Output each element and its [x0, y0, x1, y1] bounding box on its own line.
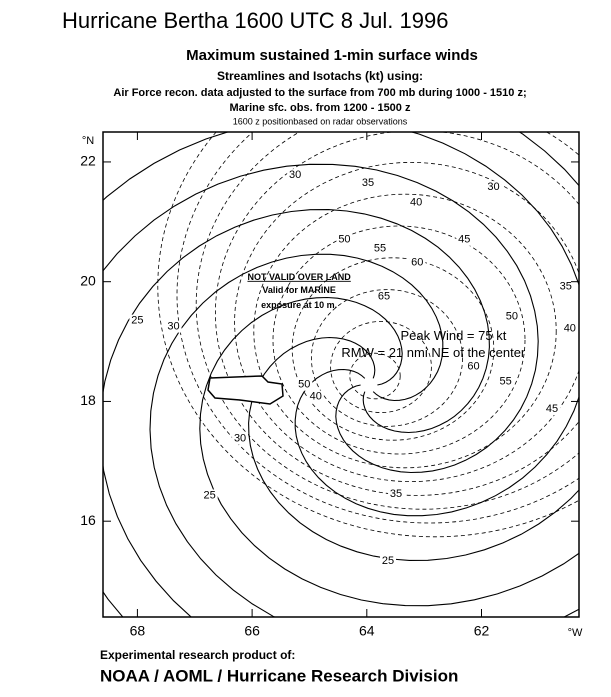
isotach-label: 30 — [234, 432, 246, 444]
x-tick-label: 64 — [359, 623, 375, 639]
isotach-label: 25 — [382, 555, 394, 567]
label-bg — [307, 390, 324, 403]
isotach-label: 40 — [410, 197, 422, 209]
label-bg — [497, 375, 514, 388]
isotach-label: 25 — [204, 489, 216, 501]
streamline — [248, 132, 579, 561]
isotach-label: 40 — [310, 391, 322, 403]
isotach-label: 55 — [499, 376, 511, 388]
isotach-label: 40 — [564, 322, 576, 334]
isotach — [234, 162, 579, 482]
island — [207, 375, 284, 405]
label-bg — [129, 314, 146, 327]
isotach — [195, 132, 579, 510]
label-bg — [380, 555, 397, 568]
x-tick-label: 62 — [474, 623, 490, 639]
annotation: RMW = 21 nmi NE of the center — [341, 345, 526, 360]
label-bg — [371, 242, 388, 255]
y-tick-label: 16 — [80, 512, 96, 528]
isotach-label: 50 — [298, 379, 310, 391]
info-line: Streamlines and Isotachs (kt) using: — [217, 69, 423, 83]
subtitle: Maximum sustained 1-min surface winds — [186, 47, 478, 64]
label-bg — [561, 322, 578, 335]
isotach — [253, 193, 557, 469]
footer-note: Experimental research product of: — [100, 648, 295, 662]
streamline — [103, 163, 539, 617]
isotach-label: 30 — [167, 321, 179, 333]
label-bg — [359, 176, 376, 189]
label-bg — [232, 432, 249, 445]
label-bg — [287, 169, 304, 182]
isotach — [291, 257, 495, 441]
map-frame — [102, 131, 580, 618]
isotach — [176, 132, 579, 524]
streamline — [103, 209, 490, 617]
isotach — [157, 132, 579, 538]
title: Hurricane Bertha 1600 UTC 8 Jul. 1996 — [62, 8, 448, 33]
x-tick-label: 68 — [130, 623, 146, 639]
label-bg — [557, 280, 574, 293]
annotation: Valid for MARINE — [262, 285, 336, 295]
label-bg — [465, 360, 482, 373]
label-bg — [544, 403, 561, 416]
isotach-label: 25 — [131, 315, 143, 327]
lon-unit: °W — [568, 627, 583, 639]
isotach-label: 45 — [546, 403, 558, 415]
isotach — [349, 352, 401, 400]
label-bg — [376, 290, 393, 303]
streamline — [149, 253, 579, 617]
label-bg — [408, 196, 425, 209]
label-bg — [503, 310, 520, 323]
isotach-label: 65 — [378, 291, 390, 303]
label-bg — [456, 233, 473, 246]
lat-unit: °N — [82, 135, 94, 147]
streamline — [103, 132, 579, 517]
isotach — [215, 132, 579, 496]
annotation: Peak Wind = 75 kt — [400, 328, 506, 343]
footer-org: NOAA / AOML / Hurricane Research Divisio… — [100, 666, 458, 685]
annotation: NOT VALID OVER LAND — [247, 272, 351, 282]
label-bg — [388, 488, 405, 501]
isotach-label: 30 — [487, 181, 499, 193]
label-bg — [336, 233, 353, 246]
isotach-label: 60 — [411, 256, 423, 268]
y-tick-label: 18 — [80, 392, 96, 408]
isotach-label: 45 — [458, 234, 470, 246]
isotach-label: 50 — [338, 234, 350, 246]
isotach-label: 60 — [467, 361, 479, 373]
isotach — [310, 289, 463, 427]
label-bg — [296, 378, 313, 391]
streamline — [199, 296, 579, 607]
info-line: Air Force recon. data adjusted to the su… — [113, 87, 526, 99]
isotach-label: 35 — [560, 280, 572, 292]
label-bg — [485, 181, 502, 194]
label-bg — [409, 256, 426, 269]
isotach — [330, 320, 432, 413]
isotach-label: 50 — [506, 310, 518, 322]
info-line: Marine sfc. obs. from 1200 - 1500 z — [230, 102, 411, 114]
isotach-label: 35 — [362, 177, 374, 189]
annotation: exposure at 10 m. — [261, 300, 337, 310]
label-bg — [201, 489, 218, 502]
y-tick-label: 20 — [80, 272, 96, 288]
isotach-label: 30 — [289, 169, 301, 181]
y-tick-label: 22 — [80, 153, 96, 169]
isotach-label: 35 — [390, 488, 402, 500]
info-line: 1600 z positionbased on radar observatio… — [233, 116, 408, 126]
isotach-label: 55 — [374, 243, 386, 255]
x-tick-label: 66 — [244, 623, 260, 639]
label-bg — [165, 320, 182, 333]
isotach — [272, 225, 526, 455]
